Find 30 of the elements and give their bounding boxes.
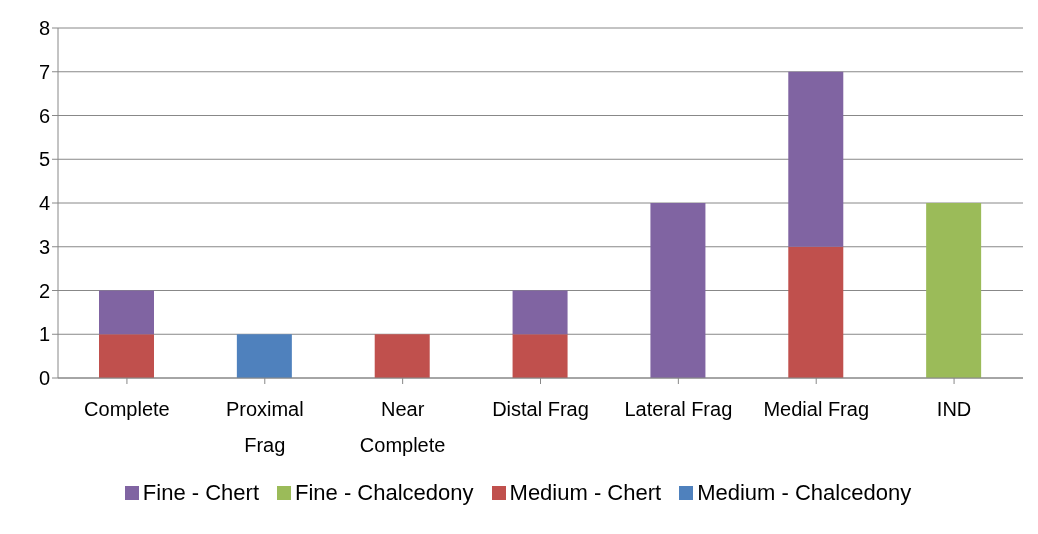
bar bbox=[512, 334, 568, 378]
legend-label: Fine - Chalcedony bbox=[295, 480, 474, 506]
bar bbox=[512, 290, 568, 335]
bar bbox=[650, 203, 706, 378]
x-tick-label: Medial Frag bbox=[763, 398, 870, 420]
x-tick-label: Complete bbox=[84, 398, 170, 420]
x-tick-label: Distal Frag bbox=[492, 398, 589, 420]
y-tick-label: 1 bbox=[38, 323, 50, 346]
y-tick-label: 8 bbox=[38, 17, 50, 40]
bar bbox=[926, 203, 982, 378]
y-tick-label: 7 bbox=[38, 60, 50, 83]
x-tick-label: Proximal Frag bbox=[225, 398, 304, 456]
y-tick-label: 6 bbox=[38, 104, 50, 127]
y-tick-label: 3 bbox=[38, 235, 50, 258]
bar bbox=[99, 290, 154, 335]
legend-label: Medium - Chert bbox=[509, 480, 662, 506]
bar bbox=[788, 71, 844, 247]
x-tick-label: IND bbox=[936, 398, 972, 420]
legend-label: Fine - Chert bbox=[142, 480, 260, 506]
bar bbox=[788, 246, 844, 378]
y-tick-label: 2 bbox=[38, 279, 50, 302]
bar bbox=[236, 334, 292, 378]
y-tick-label: 5 bbox=[38, 148, 50, 171]
bar bbox=[99, 334, 154, 378]
x-tick-label: Lateral Frag bbox=[624, 398, 733, 420]
y-tick-label: 4 bbox=[38, 192, 50, 215]
x-tick-label: Near Complete bbox=[359, 398, 446, 456]
y-tick-label: 0 bbox=[38, 367, 50, 390]
bar bbox=[374, 334, 430, 378]
legend-label: Medium - Chalcedony bbox=[697, 480, 912, 506]
